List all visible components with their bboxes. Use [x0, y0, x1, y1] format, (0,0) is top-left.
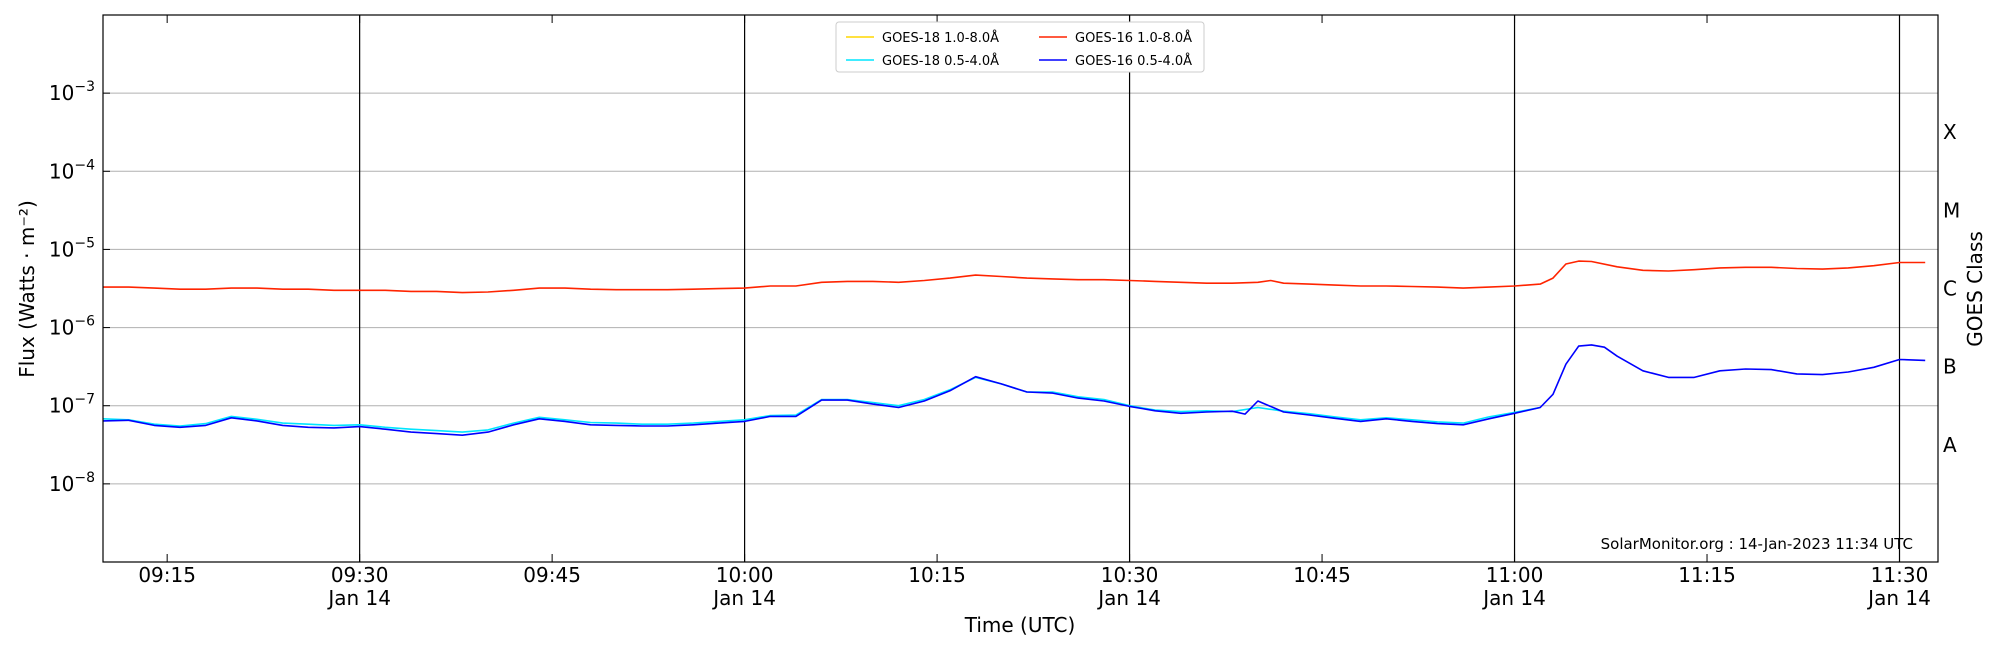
y-tick-label: 10−3	[49, 79, 95, 105]
grid-lines	[103, 92, 1938, 485]
day-marker-lines	[359, 15, 1901, 562]
goes-class-label: C	[1943, 277, 1957, 301]
x-tick-label: 10:45	[1293, 563, 1351, 587]
y-axis-title: Flux (Watts · m⁻²)	[15, 200, 39, 378]
legend-label-1: GOES-18 0.5-4.0Å	[882, 53, 999, 69]
y-tick-label: 10−8	[49, 470, 95, 496]
x-tick-label: 11:00	[1486, 563, 1544, 587]
y-axis-right-title: GOES Class	[1963, 231, 1987, 347]
x-tick-date-label: Jan 14	[1866, 586, 1931, 610]
watermark: SolarMonitor.org : 14-Jan-2023 11:34 UTC	[1601, 535, 1913, 553]
x-tick-label: 11:15	[1678, 563, 1736, 587]
legend-label-0: GOES-18 1.0-8.0Å	[882, 30, 999, 46]
x-axis-title: Time (UTC)	[964, 613, 1076, 637]
x-tick-label: 10:30	[1101, 563, 1159, 587]
x-tick-label: 10:00	[716, 563, 774, 587]
y-tick-label: 10−7	[49, 392, 95, 418]
y-tick-label: 10−5	[49, 235, 95, 261]
legend-label-2: GOES-16 1.0-8.0Å	[1075, 30, 1192, 46]
x-tick-label: 09:45	[523, 563, 581, 587]
y-tick-label: 10−6	[49, 314, 95, 340]
x-tick-date-label: Jan 14	[711, 586, 776, 610]
legend-label-3: GOES-16 0.5-4.0Å	[1075, 53, 1192, 69]
x-tick-label: 10:15	[908, 563, 966, 587]
x-tick-date-label: Jan 14	[1096, 586, 1161, 610]
legend: GOES-18 1.0-8.0Å GOES-18 0.5-4.0Å GOES-16 …	[835, 21, 1205, 73]
series-line-2	[103, 260, 1926, 294]
series-lines	[102, 260, 1926, 436]
plot-frame	[102, 14, 1939, 563]
goes-class-label: M	[1943, 198, 1960, 222]
x-tick-label: 09:30	[331, 563, 389, 587]
x-tick-label: 09:15	[138, 563, 196, 587]
goes-class-label: X	[1943, 120, 1957, 144]
goes-class-label: B	[1943, 355, 1957, 379]
legend-box	[835, 21, 1205, 73]
goes-class-label: A	[1943, 433, 1957, 457]
series-line-3	[102, 344, 1926, 436]
x-tick-label: 11:30	[1871, 563, 1929, 587]
y-tick-label: 10−4	[49, 157, 95, 183]
goes-class-labels: A B C M X	[1943, 120, 1960, 457]
x-tick-date-label: Jan 14	[326, 586, 391, 610]
x-tick-date-label: Jan 14	[1481, 586, 1546, 610]
